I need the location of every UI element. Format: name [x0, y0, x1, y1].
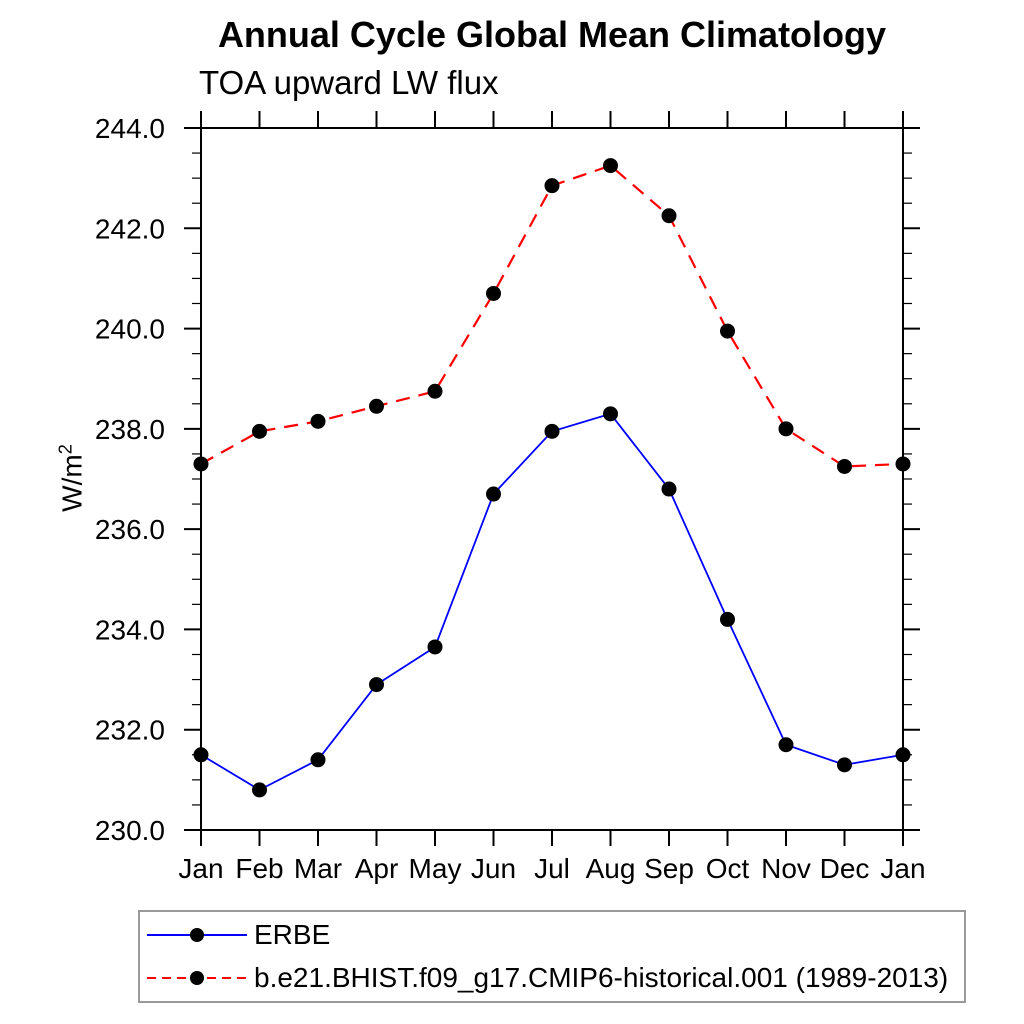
x-tick-label: Apr	[355, 853, 399, 884]
data-point	[603, 158, 618, 174]
chart-title: Annual Cycle Global Mean Climatology	[217, 14, 887, 55]
y-tick-label: 240.0	[95, 314, 165, 345]
data-point	[193, 456, 209, 472]
y-tick-label: 244.0	[95, 113, 165, 144]
data-point	[895, 456, 911, 472]
legend-marker-dot-icon	[190, 928, 204, 943]
x-tick-label: May	[409, 853, 462, 884]
x-tick-label: Jun	[471, 853, 516, 884]
y-tick-label: 232.0	[95, 715, 165, 746]
data-point	[427, 639, 443, 655]
data-point	[837, 757, 852, 773]
data-point	[661, 481, 677, 497]
y-tick-label: 242.0	[95, 213, 165, 244]
data-point	[544, 178, 560, 194]
legend-item: ERBE	[145, 914, 964, 957]
legend-item-label: b.e21.BHIST.f09_g17.CMIP6-historical.001…	[254, 961, 949, 993]
legend-item: b.e21.BHIST.f09_g17.CMIP6-historical.001…	[145, 957, 964, 1000]
data-point	[603, 406, 618, 422]
x-tick-label: Jan	[178, 853, 223, 884]
data-point	[252, 782, 267, 798]
series-line-0	[200, 412, 904, 791]
chart-subtitle: TOA upward LW flux	[199, 64, 499, 101]
legend-item-label: ERBE	[254, 919, 331, 951]
x-tick-label: Jan	[880, 853, 925, 884]
y-tick-label: 234.0	[95, 614, 165, 645]
data-point	[193, 747, 209, 763]
x-tick-label: Dec	[820, 853, 870, 884]
data-point	[252, 423, 267, 439]
legend-marker-dot-icon	[190, 970, 204, 985]
legend-line-sample	[147, 970, 247, 985]
y-tick-label: 238.0	[95, 414, 165, 445]
x-tick-label: Mar	[294, 853, 342, 884]
y-tick-label: 236.0	[95, 514, 165, 545]
axis-frame	[200, 127, 904, 831]
x-tick-label: Aug	[586, 853, 636, 884]
data-point	[310, 752, 326, 768]
data-point	[778, 421, 794, 437]
y-tick-label: 230.0	[95, 815, 165, 846]
data-point	[720, 323, 735, 339]
x-tick-label: Oct	[706, 853, 750, 884]
data-point	[427, 383, 443, 399]
x-tick-label: Nov	[761, 853, 811, 884]
x-tick-label: Jul	[534, 853, 570, 884]
data-point	[369, 677, 384, 693]
data-point	[837, 458, 852, 474]
data-point	[369, 398, 384, 414]
data-point	[310, 413, 326, 429]
data-point	[544, 423, 560, 439]
data-point	[720, 611, 735, 627]
data-point	[486, 285, 501, 301]
data-point	[486, 486, 501, 502]
data-point	[661, 208, 677, 224]
x-tick-label: Feb	[235, 853, 283, 884]
legend-line-sample	[147, 928, 247, 943]
data-point	[778, 737, 794, 753]
legend: ERBE b.e21.BHIST.f09_g17.CMIP6-historical…	[138, 910, 966, 1003]
series-line-1	[200, 164, 904, 468]
data-point	[895, 747, 911, 763]
x-tick-label: Sep	[644, 853, 694, 884]
